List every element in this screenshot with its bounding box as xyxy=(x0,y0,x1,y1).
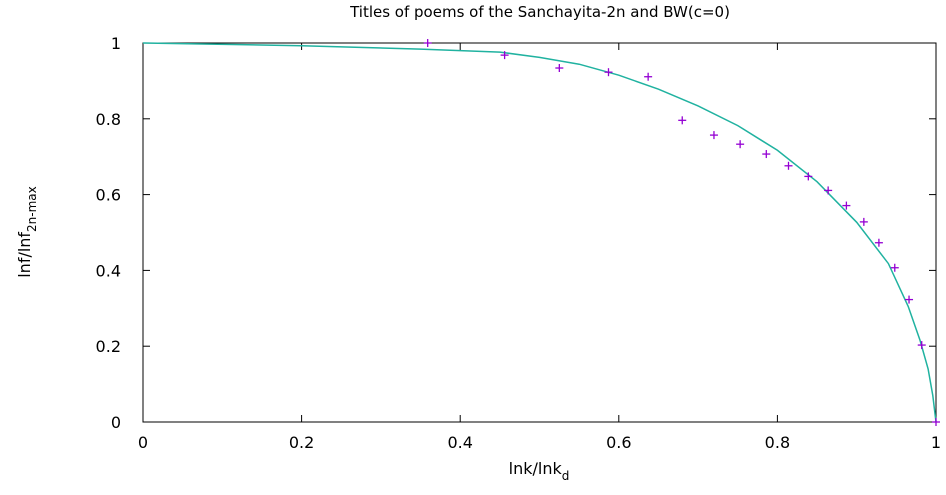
data-point xyxy=(874,238,883,247)
data-point xyxy=(932,418,940,426)
x-tick-label: 0.2 xyxy=(289,433,314,452)
data-point xyxy=(423,39,432,47)
data-point xyxy=(604,68,613,77)
data-point xyxy=(804,172,813,181)
y-tick-label: 0.2 xyxy=(96,337,121,356)
data-point xyxy=(709,131,718,140)
x-axis-label-sub: d xyxy=(562,469,570,483)
x-tick-label: 0 xyxy=(138,433,148,452)
x-tick-label: 0.6 xyxy=(606,433,631,452)
data-point xyxy=(842,201,851,210)
point-layer xyxy=(423,39,940,426)
line-layer xyxy=(142,42,937,423)
x-axis-label-main: lnk/lnk xyxy=(509,459,563,478)
y-tick-label: 0.6 xyxy=(96,186,121,205)
data-point xyxy=(762,150,771,159)
x-tick-label: 1 xyxy=(931,433,941,452)
data-point xyxy=(500,51,509,60)
tick-layer: 0 0.2 0.4 0.6 0.8 1 0 0.2 0.4 0.6 0.8 1 xyxy=(96,34,942,452)
data-point xyxy=(784,161,793,170)
fit-curve xyxy=(142,42,937,423)
y-tick-label: 1 xyxy=(111,34,121,53)
x-tick-label: 0.8 xyxy=(765,433,790,452)
y-tick-label: 0 xyxy=(111,413,121,432)
data-point xyxy=(917,341,926,350)
plot-frame xyxy=(142,42,937,423)
data-point xyxy=(678,116,687,125)
x-tick-label: 0.4 xyxy=(447,433,472,452)
x-axis-label: lnk/lnkd xyxy=(509,459,570,483)
data-point xyxy=(644,72,653,81)
data-point xyxy=(890,263,899,272)
data-point xyxy=(859,217,868,226)
data-point xyxy=(736,140,745,149)
y-axis-label-sub: 2n-max xyxy=(25,186,39,232)
chart-title: Titles of poems of the Sanchayita-2n and… xyxy=(349,3,730,21)
data-point xyxy=(824,186,833,195)
y-axis-label-main: lnf/lnf xyxy=(15,232,34,278)
y-axis-label: lnf/lnf2n-max xyxy=(15,186,39,278)
y-tick-label: 0.8 xyxy=(96,110,121,129)
y-tick-label: 0.4 xyxy=(96,261,121,280)
data-point xyxy=(555,64,564,73)
data-point xyxy=(905,295,914,304)
